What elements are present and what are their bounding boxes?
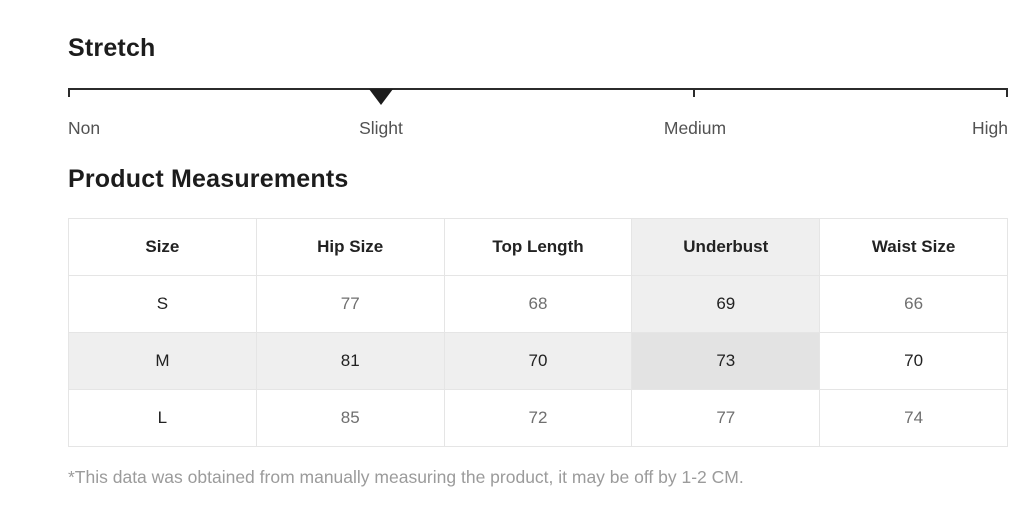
stretch-scale [68, 88, 1008, 90]
cell-l-hip[interactable]: 85 [255, 389, 445, 447]
stretch-level-high: High [972, 118, 1008, 138]
cell-s-top-length[interactable]: 68 [443, 275, 633, 333]
size-label-l[interactable]: L [68, 389, 257, 447]
stretch-level-non: Non [68, 118, 101, 138]
stretch-tick-high [1006, 88, 1008, 97]
cell-s-waist[interactable]: 66 [819, 275, 1008, 333]
measurements-title: Product Measurements [68, 165, 349, 193]
stretch-tick-non [68, 88, 70, 97]
column-header-underbust[interactable]: Underbust [631, 218, 821, 276]
cell-l-waist[interactable]: 74 [819, 389, 1008, 447]
cell-m-underbust[interactable]: 73 [631, 332, 821, 390]
table-header-row: Size Hip Size Top Length Underbust Waist… [68, 218, 1008, 276]
cell-l-top-length[interactable]: 72 [443, 389, 633, 447]
column-header-top-length[interactable]: Top Length [443, 218, 633, 276]
stretch-level-medium: Medium [663, 118, 727, 138]
stretch-tick-medium [693, 88, 695, 97]
column-header-waist-size[interactable]: Waist Size [819, 218, 1008, 276]
measurements-table: Size Hip Size Top Length Underbust Waist… [68, 218, 1008, 447]
column-header-size[interactable]: Size [68, 218, 257, 276]
size-label-s[interactable]: S [68, 275, 257, 333]
cell-s-hip[interactable]: 77 [255, 275, 445, 333]
table-row-size-s: S 77 68 69 66 [68, 275, 1008, 333]
cell-l-underbust[interactable]: 77 [631, 389, 821, 447]
stretch-title: Stretch [68, 34, 156, 62]
stretch-level-slight: Slight [359, 118, 403, 138]
cell-m-hip[interactable]: 81 [255, 332, 445, 390]
column-header-hip-size[interactable]: Hip Size [255, 218, 445, 276]
measurements-footnote: *This data was obtained from manually me… [68, 467, 744, 487]
table-row-size-m: M 81 70 73 70 [68, 332, 1008, 390]
cell-s-underbust[interactable]: 69 [631, 275, 821, 333]
size-label-m[interactable]: M [68, 332, 257, 390]
stretch-marker-icon [369, 89, 393, 105]
cell-m-waist[interactable]: 70 [819, 332, 1008, 390]
table-row-size-l: L 85 72 77 74 [68, 389, 1008, 447]
cell-m-top-length[interactable]: 70 [443, 332, 633, 390]
